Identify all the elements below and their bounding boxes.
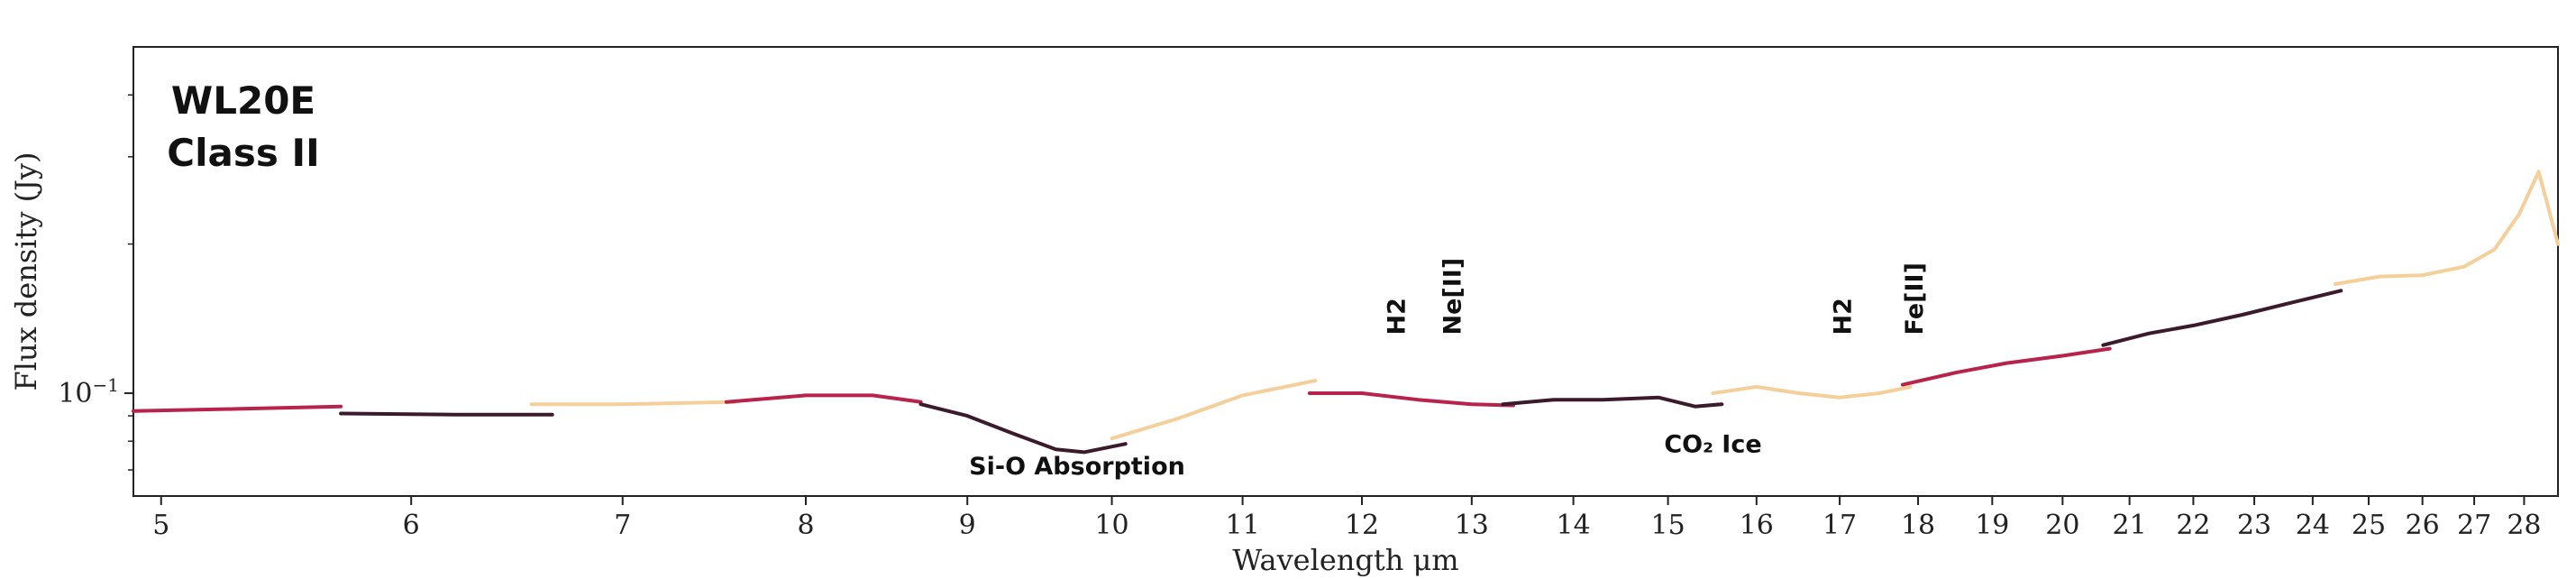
x-tick-label: 15 [1651, 510, 1685, 541]
x-tick-label: 27 [2457, 510, 2491, 541]
x-tick-label: 24 [2296, 510, 2330, 541]
spectrum-segment-4 [724, 393, 923, 404]
spectrum-segment-3 [529, 400, 737, 407]
x-tick-label: 26 [2406, 510, 2440, 541]
spectrum-segment-2 [339, 411, 554, 417]
annotation-label: Ne[II] [1439, 258, 1466, 335]
spectrum-segment-7 [1307, 391, 1515, 408]
x-tick-label: 25 [2352, 510, 2386, 541]
spectrum-segment-12 [2334, 170, 2560, 286]
x-tick-label: 22 [2176, 510, 2210, 541]
x-tick-label: 11 [1226, 510, 1260, 541]
object-name: WL20E [171, 78, 315, 123]
annotation-label: Si-O Absorption [969, 453, 1185, 481]
annotations: Si-O Absorption CO₂ Ice H2 Ne[II] H2 Fe[II] [969, 258, 1929, 481]
x-tick-label: 13 [1455, 510, 1489, 541]
x-tick-label: 6 [403, 510, 420, 541]
x-tick-label: 12 [1345, 510, 1379, 541]
annotation-label: H2 [1384, 298, 1411, 335]
spectrum-segment-6 [1110, 379, 1318, 441]
x-tick-label: 16 [1740, 510, 1774, 541]
spectrum-segment-1 [132, 404, 343, 413]
x-tick-label: 10 [1094, 510, 1128, 541]
annotation-label: CO₂ Ice [1664, 430, 1761, 458]
x-tick-label: 23 [2237, 510, 2271, 541]
series-layer [132, 170, 2560, 455]
spectrum-segment-10 [1901, 346, 2112, 387]
x-axis-title: Wavelength μm [1232, 543, 1458, 577]
annotation-label: Fe[II] [1901, 262, 1929, 335]
x-tick-label: 28 [2507, 510, 2541, 541]
x-tick-label: 5 [152, 510, 169, 541]
y-tick-label: 10−1 [58, 374, 119, 409]
y-axis-title: Flux density (Jy) [9, 152, 43, 391]
x-tick-label: 7 [614, 510, 631, 541]
annotation-label: H2 [1830, 298, 1858, 335]
x-tick-label: 8 [797, 510, 814, 541]
y-axis: 10−1 [58, 94, 133, 471]
x-tick-label: 20 [2045, 510, 2079, 541]
spectrum-segment-8 [1501, 395, 1724, 409]
x-tick-label: 9 [959, 510, 976, 541]
plot-frame [132, 46, 2559, 497]
spectrum-segment-5 [918, 402, 1128, 455]
x-axis: 5 6 7 8 9 10 11 12 13 14 15 16 17 18 19 20 21 22 23 24 25 26 2… [152, 496, 2542, 541]
spectrum-segment-9 [1711, 384, 1913, 400]
object-class: Class II [167, 131, 319, 175]
x-tick-label: 14 [1557, 510, 1591, 541]
x-tick-label: 21 [2113, 510, 2147, 541]
x-tick-label: 19 [1975, 510, 2009, 541]
x-tick-label: 17 [1822, 510, 1857, 541]
x-tick-label: 18 [1901, 510, 1935, 541]
spectrum-segment-11 [2101, 289, 2343, 347]
